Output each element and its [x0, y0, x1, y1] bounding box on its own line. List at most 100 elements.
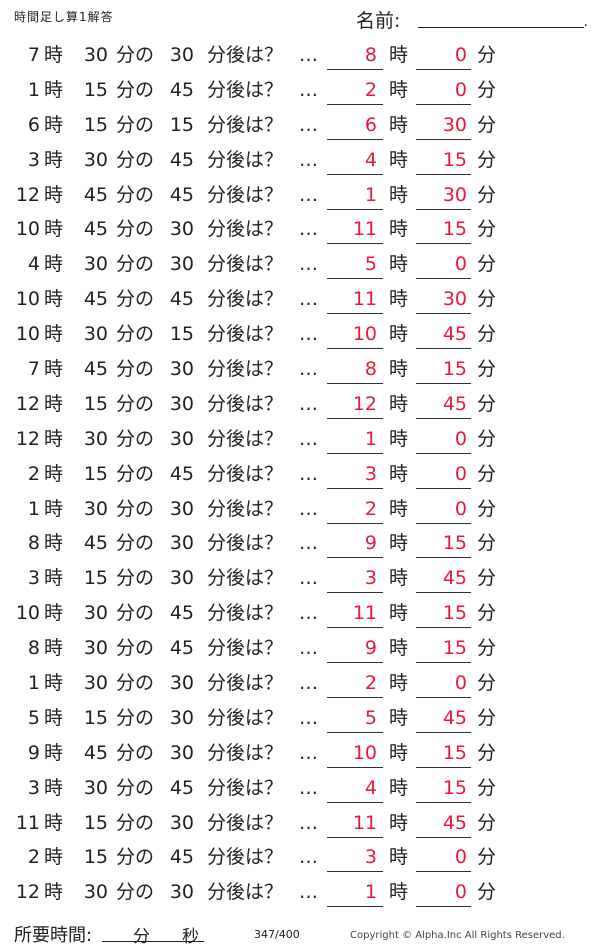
minute-of-unit: 分の	[116, 78, 155, 101]
minute-of-unit: 分の	[116, 323, 155, 346]
answer-minute: 15	[442, 532, 467, 555]
answer-hour: 6	[364, 113, 377, 136]
answer-hour: 5	[364, 253, 377, 276]
problem-hour: 12	[15, 183, 40, 206]
hour-unit: 時	[44, 392, 64, 415]
answer-minute-unit: 分	[477, 323, 497, 346]
problem-row: 2 時 15 分の 45 分後は？… 3 時 0 分	[0, 840, 600, 875]
problem-row: 12 時 30 分の 30 分後は？… 1 時 0 分	[0, 422, 600, 457]
minute-of-unit: 分の	[116, 846, 155, 869]
later-phrase: 分後は？	[207, 148, 284, 171]
answer-minute-underline	[416, 871, 471, 873]
answer-hour-unit: 時	[389, 497, 409, 520]
answer-minute-underline	[416, 417, 471, 419]
problem-hour: 12	[15, 427, 40, 450]
answer-hour-underline	[327, 906, 383, 908]
problem-add-minutes: 45	[169, 288, 194, 311]
problem-add-minutes: 45	[169, 183, 194, 206]
answer-hour-unit: 時	[389, 462, 409, 485]
problem-hour: 3	[27, 776, 40, 799]
problem-hour: 10	[15, 323, 40, 346]
later-phrase: 分後は？	[207, 78, 284, 101]
problem-minute: 30	[83, 253, 108, 276]
answer-hour: 11	[352, 288, 377, 311]
answer-minute: 15	[442, 776, 467, 799]
ellipsis: …	[299, 497, 318, 520]
problem-hour: 10	[15, 218, 40, 241]
answer-hour-unit: 時	[389, 881, 409, 904]
minute-of-unit: 分の	[116, 706, 155, 729]
ellipsis: …	[299, 44, 318, 66]
answer-minute-underline	[416, 557, 471, 559]
hour-unit: 時	[44, 148, 64, 171]
hour-unit: 時	[44, 811, 64, 834]
problem-hour: 5	[27, 706, 40, 729]
minute-of-unit: 分の	[116, 741, 155, 764]
answer-hour-unit: 時	[389, 811, 409, 834]
problem-row: 4 時 30 分の 30 分後は？… 5 時 0 分	[0, 247, 600, 282]
later-phrase: 分後は？	[207, 183, 284, 206]
answer-hour-unit: 時	[389, 44, 409, 66]
answer-hour-unit: 時	[389, 776, 409, 799]
answer-minute: 45	[442, 392, 467, 415]
answer-minute: 15	[442, 637, 467, 660]
answer-hour-underline	[327, 871, 383, 873]
answer-minute-underline	[416, 138, 471, 140]
answer-minute-unit: 分	[477, 358, 497, 381]
problem-minute: 45	[83, 288, 108, 311]
hour-unit: 時	[44, 672, 64, 695]
answer-hour: 1	[364, 427, 377, 450]
problem-minute: 15	[83, 567, 108, 590]
answer-hour-underline	[327, 278, 383, 280]
hour-unit: 時	[44, 358, 64, 381]
problem-minute: 30	[83, 497, 108, 520]
problem-minute: 45	[83, 183, 108, 206]
later-phrase: 分後は？	[207, 462, 284, 485]
answer-minute-unit: 分	[477, 218, 497, 241]
ellipsis: …	[299, 323, 318, 346]
problem-row: 8 時 30 分の 45 分後は？… 9 時 15 分	[0, 631, 600, 666]
minute-of-unit: 分の	[116, 567, 155, 590]
ellipsis: …	[299, 706, 318, 729]
later-phrase: 分後は？	[207, 323, 284, 346]
answer-minute-unit: 分	[477, 392, 497, 415]
answer-hour-unit: 時	[389, 741, 409, 764]
answer-hour: 3	[364, 567, 377, 590]
problem-hour: 2	[27, 462, 40, 485]
problem-hour: 6	[27, 113, 40, 136]
problem-hour: 11	[15, 811, 40, 834]
problem-row: 7 時 45 分の 30 分後は？… 8 時 15 分	[0, 352, 600, 387]
later-phrase: 分後は？	[207, 706, 284, 729]
problem-minute: 45	[83, 218, 108, 241]
answer-hour: 5	[364, 706, 377, 729]
answer-hour: 10	[352, 741, 377, 764]
problem-row: 3 時 30 分の 45 分後は？… 4 時 15 分	[0, 771, 600, 806]
answer-hour-underline	[327, 383, 383, 385]
problem-add-minutes: 45	[169, 148, 194, 171]
answer-minute: 30	[442, 183, 467, 206]
problem-row: 9 時 45 分の 30 分後は？… 10 時 15 分	[0, 736, 600, 771]
answer-hour-unit: 時	[389, 253, 409, 276]
later-phrase: 分後は？	[207, 776, 284, 799]
problem-minute: 15	[83, 113, 108, 136]
problem-minute: 30	[83, 881, 108, 904]
problem-row: 12 時 15 分の 30 分後は？… 12 時 45 分	[0, 387, 600, 422]
hour-unit: 時	[44, 218, 64, 241]
problem-hour: 3	[27, 148, 40, 171]
minute-of-unit: 分の	[116, 497, 155, 520]
later-phrase: 分後は？	[207, 846, 284, 869]
minute-of-unit: 分の	[116, 218, 155, 241]
problem-row: 10 時 45 分の 30 分後は？… 11 時 15 分	[0, 212, 600, 247]
answer-minute-underline	[416, 69, 471, 70]
minute-of-unit: 分の	[116, 148, 155, 171]
problem-hour: 2	[27, 846, 40, 869]
ellipsis: …	[299, 392, 318, 415]
answer-hour-underline	[327, 522, 383, 524]
answer-hour: 11	[352, 218, 377, 241]
ellipsis: …	[299, 183, 318, 206]
problem-minute: 30	[83, 427, 108, 450]
answer-minute-underline	[416, 103, 471, 105]
answer-hour-underline	[327, 627, 383, 629]
later-phrase: 分後は？	[207, 741, 284, 764]
later-phrase: 分後は？	[207, 358, 284, 381]
